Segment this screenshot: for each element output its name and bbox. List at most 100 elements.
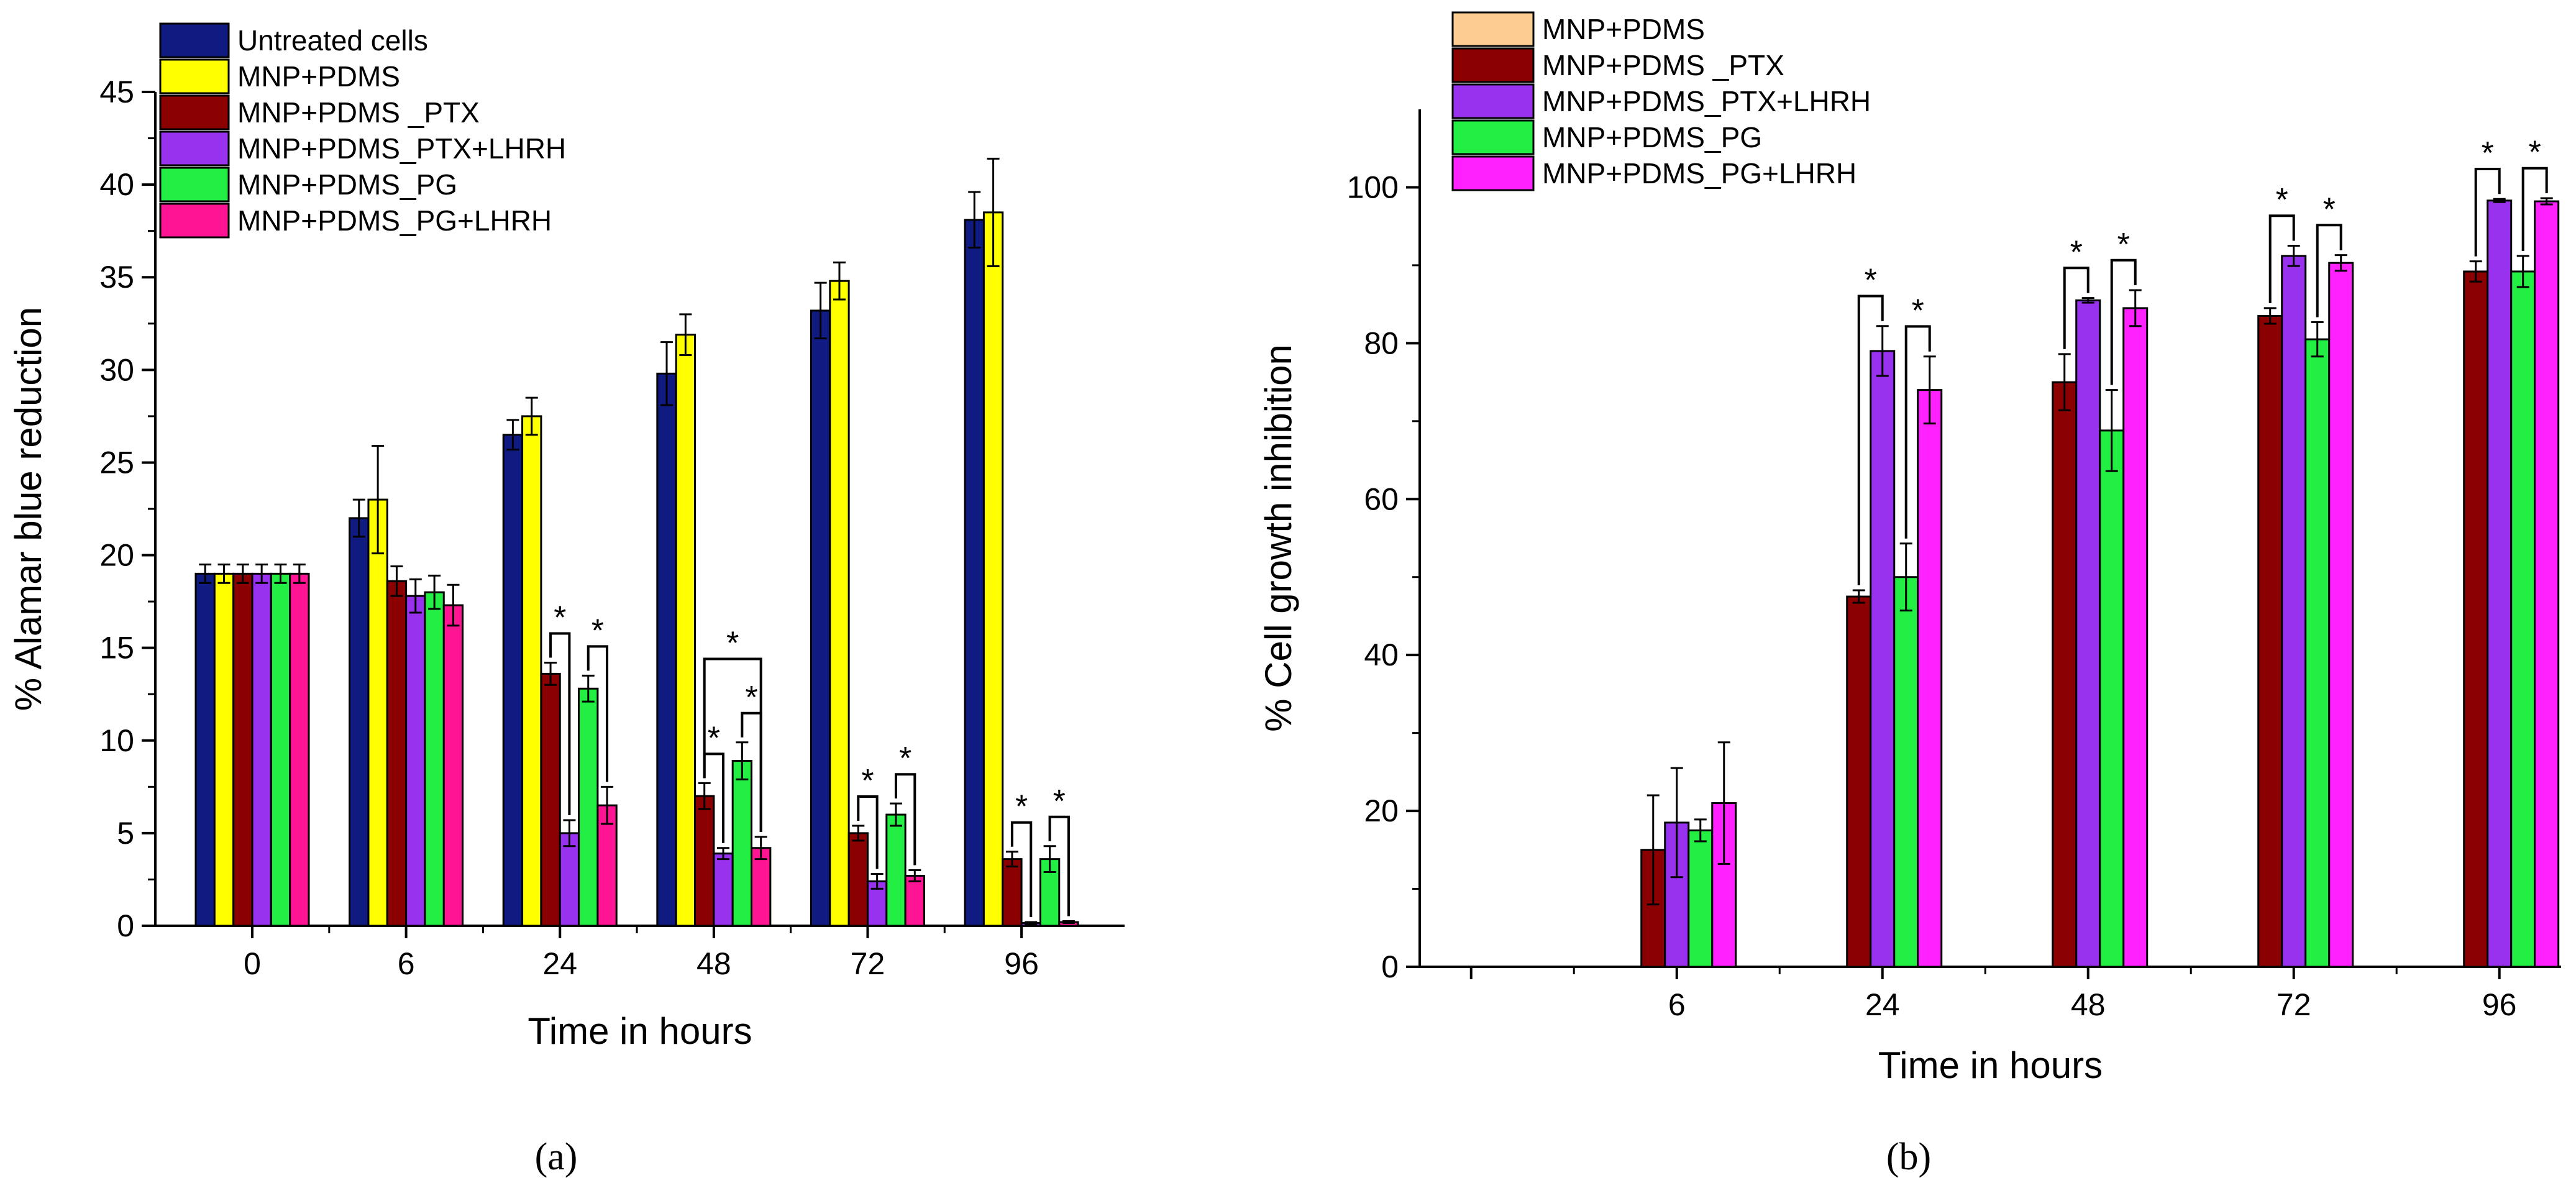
significance-star: * <box>2276 182 2288 218</box>
bar-mnp-pdms-pg <box>1893 576 1919 968</box>
bar-mnp-pdms <box>521 415 542 927</box>
bar-untreated-cells <box>349 517 370 927</box>
significance-star: * <box>1053 784 1066 820</box>
significance-star: * <box>1015 789 1028 825</box>
x-tick-label: 72 <box>851 946 885 981</box>
x-axis-title: Time in hours <box>1878 1044 2103 1086</box>
bar-mnp-pdms-pg-lhrh <box>442 604 464 927</box>
legend-swatch <box>1451 11 1535 47</box>
bar-mnp-pdms-ptx-lhrh <box>2487 199 2513 968</box>
x-tick-label: 72 <box>2277 987 2311 1022</box>
legend-label: MNP+PDMS_PG+LHRH <box>1542 157 1857 190</box>
legend-label: MNP+PDMS_PG <box>237 168 457 201</box>
bar-mnp-pdms-ptx <box>1002 858 1023 927</box>
y-tick-label: 80 <box>1364 326 1399 360</box>
bar-untreated-cells <box>656 372 677 927</box>
legend-swatch <box>159 22 230 58</box>
x-tick-label: 48 <box>2071 987 2106 1022</box>
legend-label: MNP+PDMS_PG <box>1542 121 1762 153</box>
bar-mnp-pdms-pg <box>2510 270 2536 968</box>
x-tick-label: 48 <box>697 946 731 981</box>
significance-star: * <box>2070 234 2083 270</box>
bar-mnp-pdms-ptx <box>386 580 408 927</box>
significance-bracket <box>2063 267 2090 349</box>
y-axis-title: % Cell growth inhibition <box>1258 344 1299 732</box>
significance-bracket <box>857 795 879 869</box>
legend-swatch <box>159 167 230 203</box>
y-tick-label: 10 <box>99 723 134 758</box>
x-tick-label: 96 <box>1004 946 1039 981</box>
x-tick-label: 6 <box>1668 987 1686 1022</box>
bar-mnp-pdms-pg-lhrh <box>2534 200 2560 968</box>
y-tick-label: 0 <box>1381 949 1399 984</box>
legend-label: MNP+PDMS _PTX <box>1542 49 1784 81</box>
significance-star: * <box>708 720 720 756</box>
legend-swatch <box>159 130 230 167</box>
y-tick-label: 100 <box>1347 170 1399 204</box>
bar-mnp-pdms-ptx <box>2052 381 2078 968</box>
bar-mnp-pdms-ptx <box>2257 314 2283 968</box>
y-tick-label: 15 <box>99 631 134 665</box>
y-tick-label: 20 <box>1364 793 1399 828</box>
panel-label: (a) <box>535 1136 578 1178</box>
bar-mnp-pdms <box>829 280 850 927</box>
significance-star: * <box>1865 262 1877 298</box>
bar-mnp-pdms-pg <box>424 591 445 927</box>
bar-mnp-pdms <box>982 211 1004 927</box>
bar-mnp-pdms-ptx-lhrh <box>1870 350 1896 968</box>
bar-mnp-pdms-pg <box>1688 829 1714 968</box>
y-tick-label: 30 <box>99 352 134 387</box>
y-tick-label: 0 <box>117 908 134 943</box>
bar-mnp-pdms-pg-lhrh <box>2122 307 2149 968</box>
bar-untreated-cells <box>810 309 831 927</box>
legend-label: MNP+PDMS _PTX <box>237 96 480 129</box>
significance-bracket <box>587 645 609 782</box>
significance-bracket <box>1857 295 1884 586</box>
bar-mnp-pdms-ptx-lhrh <box>405 595 426 927</box>
legend-label: MNP+PDMS_PG+LHRH <box>237 204 552 237</box>
significance-star: * <box>2482 135 2494 171</box>
bar-untreated-cells <box>502 434 524 927</box>
significance-bracket <box>2110 258 2137 385</box>
legend-swatch <box>1451 119 1535 155</box>
bar-mnp-pdms-ptx <box>540 672 561 927</box>
y-tick-label: 40 <box>1364 637 1399 672</box>
x-tick-label: 24 <box>1865 987 1900 1022</box>
bar-mnp-pdms-pg-lhrh <box>1917 389 1943 968</box>
significance-star: * <box>591 613 604 649</box>
y-tick-label: 20 <box>99 538 134 573</box>
legend-swatch <box>159 94 230 130</box>
legend-label: MNP+PDMS_PTX+LHRH <box>237 132 566 165</box>
significance-star: * <box>2323 191 2336 227</box>
significance-star: * <box>899 741 911 777</box>
bar-mnp-pdms-pg-lhrh <box>2328 262 2354 968</box>
bar-mnp-pdms-pg-lhrh <box>289 572 310 927</box>
y-tick-label: 25 <box>99 445 134 480</box>
y-tick-label: 5 <box>117 816 134 851</box>
bar-mnp-pdms <box>367 498 388 927</box>
significance-star: * <box>554 600 566 636</box>
significance-bracket <box>549 632 571 816</box>
bar-mnp-pdms-ptx-lhrh <box>2075 299 2101 968</box>
significance-bracket <box>2268 214 2295 303</box>
x-tick-label: 0 <box>244 946 261 981</box>
bar-mnp-pdms-ptx-lhrh <box>713 852 734 927</box>
legend-swatch <box>1451 83 1535 119</box>
significance-bracket <box>1904 325 1931 539</box>
bar-mnp-pdms-ptx <box>847 832 869 927</box>
legend-swatch <box>159 203 230 239</box>
significance-bracket <box>703 657 762 832</box>
significance-bracket <box>2474 167 2501 257</box>
y-tick-label: 45 <box>99 75 134 109</box>
bar-mnp-pdms-pg <box>2304 338 2331 968</box>
bar-mnp-pdms-ptx-lhrh <box>251 572 272 927</box>
y-tick-label: 40 <box>99 167 134 202</box>
significance-bracket <box>1010 821 1033 918</box>
bar-untreated-cells <box>964 219 985 927</box>
significance-star: * <box>2117 227 2130 263</box>
significance-bracket <box>2316 224 2342 318</box>
bar-mnp-pdms-ptx <box>232 572 253 927</box>
x-tick-label: 6 <box>398 946 415 981</box>
